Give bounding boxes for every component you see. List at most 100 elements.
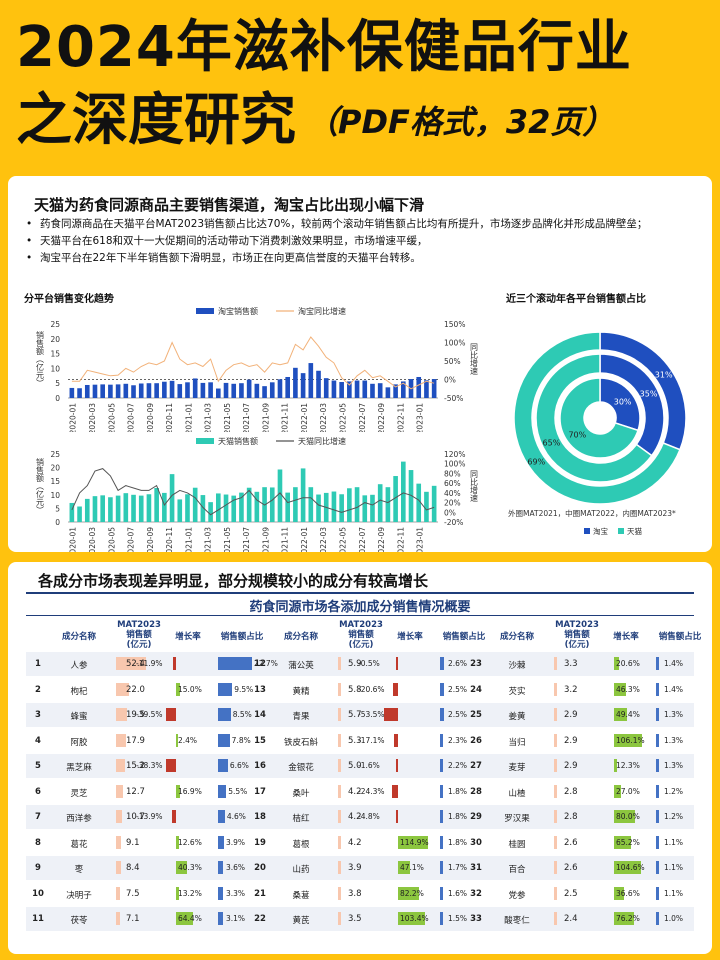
y-tick-label: 15 [50, 350, 60, 359]
table-row: 28 山楂 2.8 27.0% 1.2% [464, 780, 686, 804]
donut-label: 69% [527, 457, 545, 466]
growth-bar [396, 810, 398, 823]
share-value: 22.7% [254, 659, 278, 668]
row-name: 金银花 [288, 763, 314, 773]
share-bar [218, 657, 252, 670]
row-name: 灵芝 [70, 788, 88, 799]
sales-bar [200, 382, 206, 398]
sales-bar [323, 378, 329, 398]
sales-value: 2.9 [564, 735, 578, 746]
share-bar [440, 861, 443, 874]
x-tick-label: 2021-05 [223, 403, 232, 432]
sales-bar [108, 497, 113, 522]
growth-line [71, 336, 435, 390]
row-stripe [26, 805, 694, 829]
x-tick-label: 2022-07 [358, 527, 367, 552]
sales-bar [308, 487, 314, 522]
share-bar [218, 861, 224, 874]
sales-bar [162, 381, 167, 398]
legend-bar-swatch [196, 308, 214, 314]
share-bar [218, 733, 230, 747]
sales-value: 2.6 [564, 863, 578, 873]
header-sales: 销售额 [126, 630, 152, 640]
x-tick-label: 2021-03 [204, 527, 213, 552]
row-index: 8 [35, 837, 41, 848]
growth-value: -4.8% [358, 812, 380, 821]
row-stripe [26, 856, 694, 880]
share-value: 2.5% [448, 684, 468, 694]
row-index: 19 [254, 837, 266, 848]
sales-value: 3.5 [348, 914, 362, 924]
donut-label: 70% [568, 430, 586, 439]
row-index: 26 [470, 735, 482, 746]
sales-bar [154, 488, 159, 522]
sales-bar [231, 383, 237, 398]
sales-bar [200, 495, 206, 522]
x-tick-label: 2022-07 [358, 403, 367, 432]
x-tick-label: 2023-01 [416, 527, 425, 552]
share-value: 1.8% [448, 812, 468, 821]
sales-bar [131, 494, 136, 522]
row-index: 14 [254, 710, 266, 720]
share-bar [656, 810, 659, 823]
growth-line [71, 468, 435, 516]
header-sales: 销售额 [348, 630, 374, 640]
share-bar [440, 835, 443, 849]
growth-bar [176, 784, 181, 798]
sales-bar [277, 379, 283, 398]
row-index: 7 [35, 812, 41, 822]
share-bar [218, 682, 233, 696]
share-bar [440, 912, 443, 925]
row-name: 桑葚 [292, 890, 310, 901]
sales-bar [185, 382, 190, 398]
sales-value: 17.9 [126, 735, 145, 746]
sales-bar [115, 495, 121, 522]
x-tick-label: 2021-03 [204, 403, 213, 432]
row-stripe [26, 754, 694, 778]
table-row: 13 黄精 5.8 -20.6% 2.5% [248, 678, 470, 702]
growth-value: 65.2% [616, 837, 640, 847]
header-share: 销售额占比 [442, 632, 486, 642]
growth-bar [172, 657, 176, 670]
growth-bar [398, 861, 411, 874]
growth-bar [166, 759, 176, 772]
sales-bar [554, 912, 557, 925]
sales-bar [331, 491, 337, 522]
sales-bar [246, 487, 252, 522]
sales-bar [116, 682, 129, 696]
sales-bar [262, 386, 267, 398]
header-share: 销售额占比 [658, 632, 702, 642]
sales-bar [293, 487, 298, 522]
growth-value: 20.6% [616, 659, 640, 668]
sales-value: 4.2 [348, 837, 362, 848]
growth-value: 46.3% [616, 684, 640, 694]
donut-label: 30% [614, 398, 632, 407]
sales-bar [116, 912, 121, 925]
row-name: 当归 [508, 737, 526, 748]
row-index: 25 [470, 710, 482, 720]
title-line-1: 2024年滋补保健品行业 [16, 15, 632, 80]
donut-slice [513, 331, 681, 505]
sales-bar [362, 380, 368, 398]
table-title: 药食同源市场各添加成分销售情况概要 [249, 600, 471, 615]
y2-tick-label: 100% [444, 460, 465, 469]
share-value: 2.2% [448, 761, 468, 770]
row-index: 3 [35, 710, 41, 720]
row-index: 2 [35, 684, 41, 695]
row-index: 16 [254, 761, 266, 771]
table-row: 10 决明子 7.5 13.2% 3.3% [26, 882, 248, 906]
row-index: 4 [35, 735, 41, 746]
header-mat: MAT2023 销售额 (亿元) [112, 620, 166, 650]
x-tick-label: 2021-07 [242, 403, 251, 432]
growth-value: -13.9% [136, 812, 163, 821]
x-tick-label: 2022-01 [300, 527, 309, 552]
row-name: 桂圆 [508, 839, 526, 850]
sales-bar [401, 461, 406, 522]
share-bar [656, 861, 659, 874]
share-value: 3.9% [226, 837, 246, 847]
y-tick-label: 25 [50, 450, 60, 459]
x-tick-label: 2021-11 [281, 527, 290, 552]
donut-label: 65% [543, 439, 561, 448]
growth-bar [176, 835, 180, 849]
sales-value: 4.2 [348, 812, 362, 822]
